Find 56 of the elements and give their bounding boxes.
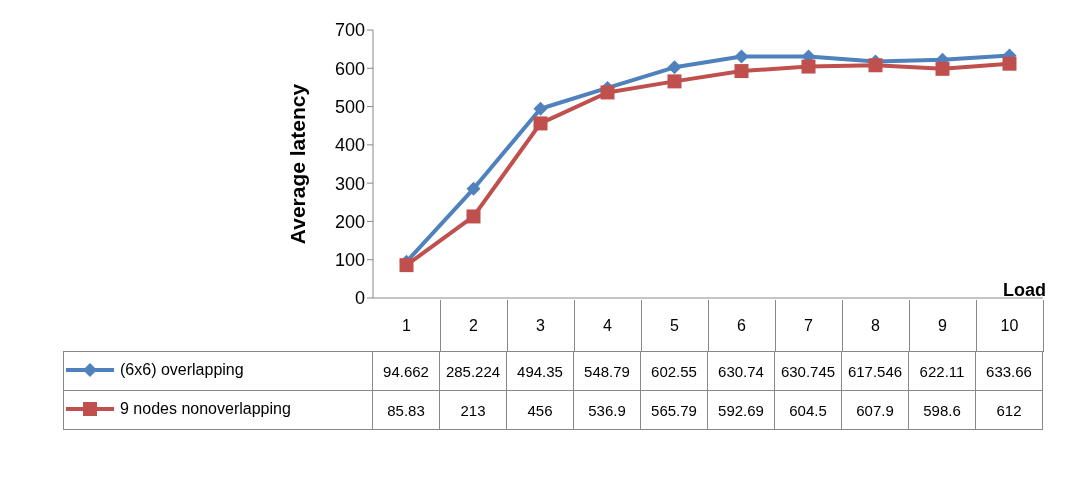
x-tick-label: 7 — [804, 317, 814, 335]
data-label: 94.662 — [372, 351, 440, 391]
x-tick-label: 5 — [670, 317, 680, 335]
y-tick-label: 700 — [334, 20, 365, 41]
data-label: 612 — [975, 390, 1043, 430]
data-label: 598.6 — [908, 390, 976, 430]
x-tick-label: 10 — [1000, 317, 1019, 335]
data-label: 617.546 — [841, 351, 909, 391]
data-label: 494.35 — [506, 351, 574, 391]
data-label: 565.79 — [640, 390, 708, 430]
point — [667, 74, 682, 89]
x-tick-label: 4 — [603, 317, 613, 335]
data-label: 456 — [506, 390, 574, 430]
point — [466, 209, 481, 224]
data-label: 548.79 — [573, 351, 641, 391]
point — [533, 101, 548, 116]
y-tick-label: 400 — [334, 135, 365, 156]
data-label: 633.66 — [975, 351, 1043, 391]
point — [734, 64, 749, 79]
y-tick-label: 300 — [334, 173, 365, 194]
point — [600, 85, 615, 100]
data-label: 85.83 — [372, 390, 440, 430]
data-label: 213 — [439, 390, 507, 430]
legend-label: 9 nodes nonoverlapping — [120, 399, 291, 418]
x-tick-label: 2 — [469, 317, 479, 335]
data-label: 536.9 — [573, 390, 641, 430]
x-axis-title: Load — [1003, 280, 1046, 301]
point — [399, 258, 414, 273]
data-label: 607.9 — [841, 390, 909, 430]
x-tick-label: 3 — [536, 317, 546, 335]
x-tick-label: 1 — [402, 317, 412, 335]
x-tick-label: 6 — [737, 317, 747, 335]
data-label: 604.5 — [774, 390, 842, 430]
y-axis-title: Average latency — [286, 83, 310, 245]
point — [868, 58, 883, 73]
y-tick-label: 0 — [354, 288, 365, 309]
point — [1002, 56, 1017, 71]
x-tick-label: 9 — [938, 317, 948, 335]
point — [533, 116, 548, 131]
point — [935, 61, 950, 76]
data-label: 285.224 — [439, 351, 507, 391]
y-tick-label: 200 — [334, 211, 365, 232]
x-tick-label: 8 — [871, 317, 881, 335]
data-label: 630.74 — [707, 351, 775, 391]
legend-label: (6x6) overlapping — [120, 360, 244, 379]
y-tick-label: 500 — [334, 96, 365, 117]
point — [466, 181, 481, 196]
y-tick-label: 100 — [334, 250, 365, 271]
y-tick-label: 600 — [334, 58, 365, 79]
point — [667, 60, 682, 75]
point — [734, 49, 749, 64]
point — [801, 59, 816, 74]
data-label: 622.11 — [908, 351, 976, 391]
data-label: 592.69 — [707, 390, 775, 430]
data-label: 602.55 — [640, 351, 708, 391]
data-label: 630.745 — [774, 351, 842, 391]
